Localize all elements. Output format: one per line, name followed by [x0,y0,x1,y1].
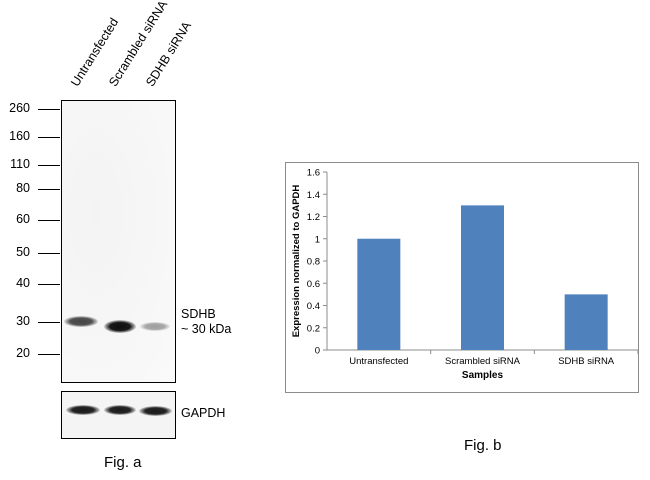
mw-tick [38,253,60,254]
x-axis-title: Samples [462,370,504,381]
mw-tick [38,137,60,138]
sdhb-band-sdhb-sirna [140,322,170,331]
gapdh-band-scrambled [104,405,136,415]
mw-marker-160: 160 [9,129,30,143]
y-tick-label: 0 [315,346,320,357]
x-tick-label: SDHB siRNA [558,356,615,367]
gapdh-band-sdhb-sirna [139,406,172,416]
x-tick-label: Untransfected [349,356,408,367]
target-protein-label: SDHB ~ 30 kDa [181,307,231,337]
mw-marker-20: 20 [16,346,30,360]
target-size: ~ 30 kDa [181,322,232,336]
mw-tick [38,322,60,323]
bar [461,205,504,350]
bar-chart-frame [285,162,639,393]
mw-marker-40: 40 [16,276,30,290]
y-axis-title: Expression normalized to GAPDH [291,185,302,338]
fig-a-caption: Fig. a [104,454,142,471]
sdhb-blot-panel [61,100,176,383]
mw-marker-60: 60 [16,212,30,226]
y-tick-label: 0.6 [307,279,320,290]
mw-marker-80: 80 [16,181,30,195]
gapdh-band-untransfected [66,405,100,415]
mw-marker-50: 50 [16,245,30,259]
mw-tick [38,189,60,190]
mw-tick [38,284,60,285]
loading-control-label: GAPDH [181,406,226,420]
sdhb-band-untransfected [64,316,98,327]
y-tick-label: 1.2 [307,212,320,223]
gapdh-blot-panel [61,391,176,439]
y-tick-label: 1.6 [307,168,320,179]
target-name: SDHB [181,307,216,321]
mw-marker-260: 260 [9,101,30,115]
x-tick-label: Scrambled siRNA [445,356,521,367]
mw-tick [38,354,60,355]
y-tick-label: 0.2 [307,323,320,334]
bar [564,294,608,350]
fig-b-caption: Fig. b [464,437,502,454]
mw-tick [38,220,60,221]
mw-tick [38,165,60,166]
mw-tick [38,109,60,110]
y-tick-label: 0.4 [307,301,320,312]
y-tick-label: 0.8 [307,257,320,268]
mw-marker-110: 110 [10,157,30,171]
y-tick-label: 1 [315,234,320,245]
sdhb-band-scrambled [104,320,136,333]
bar [357,238,401,350]
mw-marker-30: 30 [16,314,30,328]
y-tick-label: 1.4 [307,190,320,201]
